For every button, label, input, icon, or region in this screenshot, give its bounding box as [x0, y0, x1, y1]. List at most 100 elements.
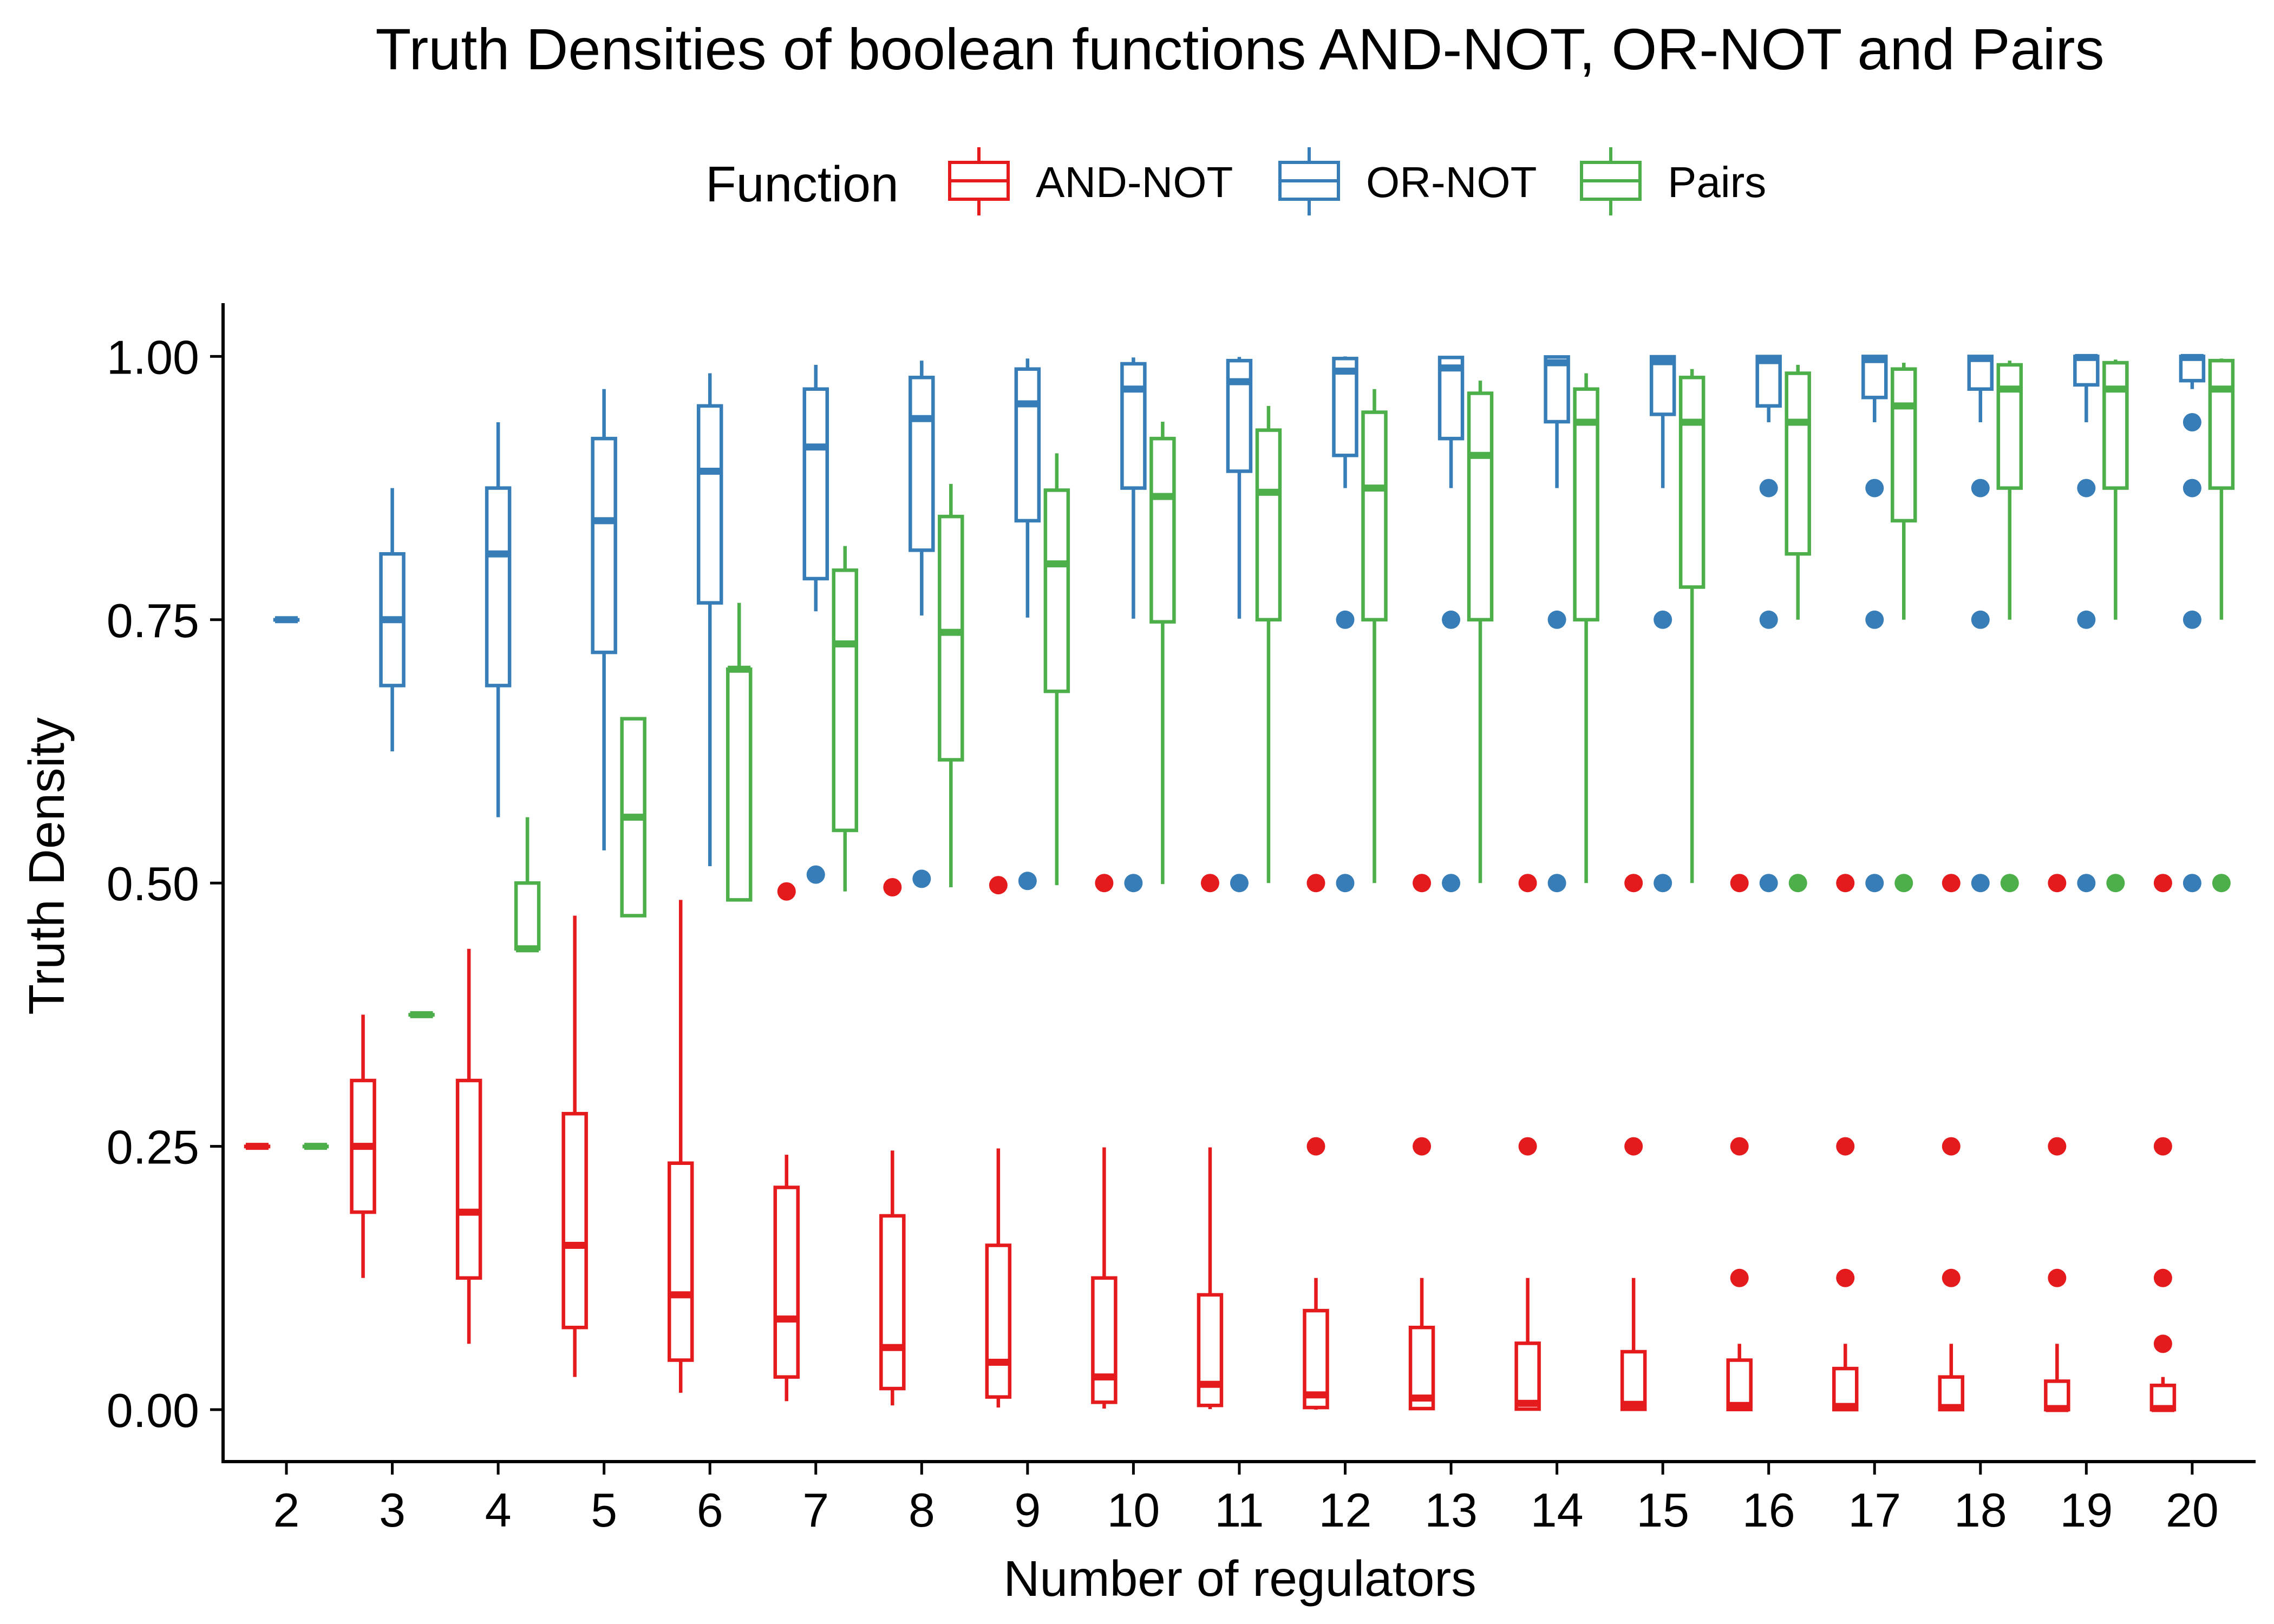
box [379, 488, 406, 751]
outlier-point [2048, 1137, 2067, 1156]
box [1014, 358, 1041, 890]
plot-area [244, 353, 2235, 1412]
box-body [1361, 410, 1388, 622]
box-body [726, 667, 753, 902]
series-or-not [273, 353, 2206, 893]
x-tick-label: 11 [1214, 1483, 1264, 1537]
box-body [1649, 355, 1676, 416]
outlier-point [912, 869, 931, 888]
outlier-point [1547, 874, 1566, 893]
outlier-point [1547, 610, 1566, 629]
box-body [2208, 358, 2235, 490]
box [667, 900, 694, 1393]
outlier-point [1865, 610, 1884, 629]
outlier-point [1942, 874, 1961, 893]
outlier-point [1730, 1137, 1749, 1156]
legend-key-pairs: Pairs [1580, 147, 1766, 215]
outlier-point [1624, 874, 1643, 893]
box [2179, 353, 2206, 893]
box [1361, 389, 1388, 883]
box-body [1120, 362, 1147, 490]
box [879, 878, 906, 1406]
x-tick-label: 10 [1107, 1483, 1160, 1537]
box [2149, 874, 2177, 1412]
outlier-point [989, 876, 1008, 895]
x-tick-label: 9 [1014, 1483, 1041, 1537]
chart-title: Truth Densities of boolean functions AND… [375, 16, 2104, 82]
box [561, 915, 588, 1377]
box-body [1014, 367, 1041, 523]
outlier-point [2153, 1334, 2172, 1353]
box-body [1891, 367, 1917, 523]
series-and-not [244, 874, 2177, 1412]
box-body [1197, 1293, 1224, 1407]
outlier-point [1730, 1268, 1749, 1287]
outlier-point [1518, 1137, 1537, 1156]
x-tick-label: 8 [909, 1483, 935, 1537]
outlier-point [2182, 413, 2201, 431]
y-tick-label: 0.00 [107, 1384, 199, 1437]
x-axis-title: Number of regulators [1003, 1550, 1476, 1607]
box [938, 483, 964, 887]
box [1467, 381, 1494, 883]
x-tick-label: 7 [802, 1483, 829, 1537]
outlier-point [1971, 610, 1990, 629]
outlier-point [1971, 479, 1990, 497]
box [1303, 874, 1329, 1410]
box [1197, 874, 1224, 1410]
outlier-point [1018, 872, 1037, 890]
box [2102, 359, 2129, 893]
box-body [667, 1161, 694, 1362]
outlier-point [1759, 874, 1778, 893]
outlier-point [1336, 874, 1355, 893]
x-axis: 2 3 4 5 6 7 8 9 10 11 12 13 14 15 16 17 18 19 20 [221, 1460, 2256, 1537]
box-body [1544, 355, 1570, 424]
box-body [1755, 355, 1782, 408]
box [802, 364, 829, 884]
box [1861, 355, 1888, 893]
box-body [591, 436, 617, 654]
x-tick-label: 14 [1531, 1483, 1584, 1537]
box-body [1996, 363, 2023, 490]
box [1226, 357, 1253, 893]
outlier-point [1942, 1268, 1961, 1287]
box-body [1785, 371, 1811, 556]
outlier-point [2153, 1268, 2172, 1287]
outlier-point [806, 865, 825, 884]
box-body [1620, 1350, 1647, 1411]
outlier-point [1759, 610, 1778, 629]
outlier-point [1788, 874, 1807, 893]
x-tick-label: 16 [1742, 1483, 1795, 1537]
outlier-point [1624, 1137, 1643, 1156]
box-body [1514, 1341, 1541, 1411]
outlier-point [1865, 479, 1884, 497]
outlier-point [1442, 610, 1461, 629]
y-tick-label: 0.75 [107, 594, 199, 647]
box [485, 422, 512, 817]
box-body [1149, 436, 1176, 624]
box [1408, 874, 1435, 1411]
box-body [2102, 361, 2129, 490]
x-tick-label: 5 [591, 1483, 617, 1537]
box [2044, 874, 2070, 1412]
outlier-point [1442, 874, 1461, 893]
box [832, 546, 858, 892]
outlier-point [1095, 874, 1114, 893]
outlier-point [2106, 874, 2125, 893]
box [1785, 364, 1811, 893]
box-body [2044, 1379, 2070, 1412]
outlier-point [1865, 874, 1884, 893]
box-body [985, 1243, 1012, 1399]
outlier-point [2182, 874, 2201, 893]
outlier-point [1654, 610, 1672, 629]
outlier-point [1124, 874, 1143, 893]
legend: Function AND-NOT OR-NOT Pairs [705, 147, 1766, 215]
box [1755, 355, 1782, 893]
y-tick-label: 1.00 [107, 330, 199, 384]
outlier-point [1413, 874, 1432, 893]
box [1938, 874, 1965, 1412]
box [1726, 874, 1753, 1412]
x-tick-label: 2 [273, 1483, 300, 1537]
outlier-point [777, 882, 796, 901]
x-tick-label: 19 [2060, 1483, 2113, 1537]
